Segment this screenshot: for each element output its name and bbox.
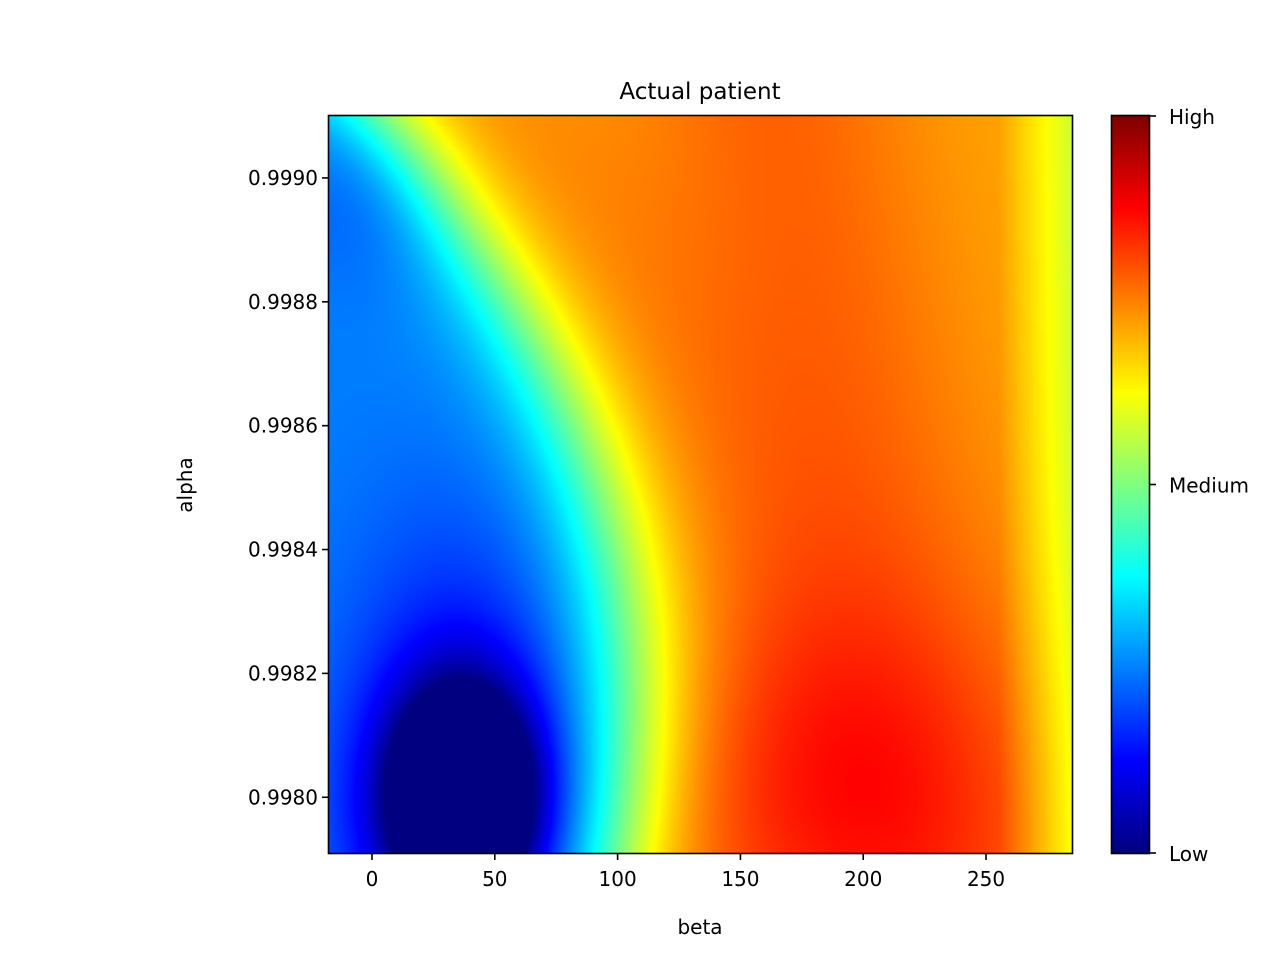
y-tick-label: 0.9984 (248, 538, 318, 562)
colorbar-tick-label: Low (1169, 842, 1208, 866)
x-axis: 0 50 100 150 200 250 (366, 853, 1005, 891)
plot-frame (327, 114, 1074, 855)
y-axis-label: alpha (173, 457, 197, 512)
x-tick-label: 0 (366, 867, 379, 891)
y-tick-label: 0.9980 (248, 785, 318, 809)
y-tick-label: 0.9988 (248, 290, 318, 314)
x-tick-label: 200 (844, 867, 882, 891)
y-axis: 0.9980 0.9982 0.9984 0.9986 0.9988 0.9990 (248, 166, 329, 809)
chart-title: Actual patient (619, 79, 780, 105)
colorbar-tick-label: Medium (1169, 474, 1249, 498)
y-tick-label: 0.9982 (248, 661, 318, 685)
colorbar-tick-label: High (1169, 105, 1215, 129)
x-tick-label: 250 (967, 867, 1005, 891)
heatmap-image (329, 116, 1072, 853)
colorbar-frame (1110, 114, 1151, 855)
colorbar-gradient (1112, 116, 1149, 853)
x-tick-label: 50 (482, 867, 507, 891)
y-tick-label: 0.9986 (248, 414, 318, 438)
x-axis-label: beta (677, 915, 722, 939)
colorbar-axis: Low Medium High (1149, 105, 1249, 866)
x-tick-label: 150 (721, 867, 759, 891)
y-tick-label: 0.9990 (248, 166, 318, 190)
x-tick-label: 100 (599, 867, 637, 891)
